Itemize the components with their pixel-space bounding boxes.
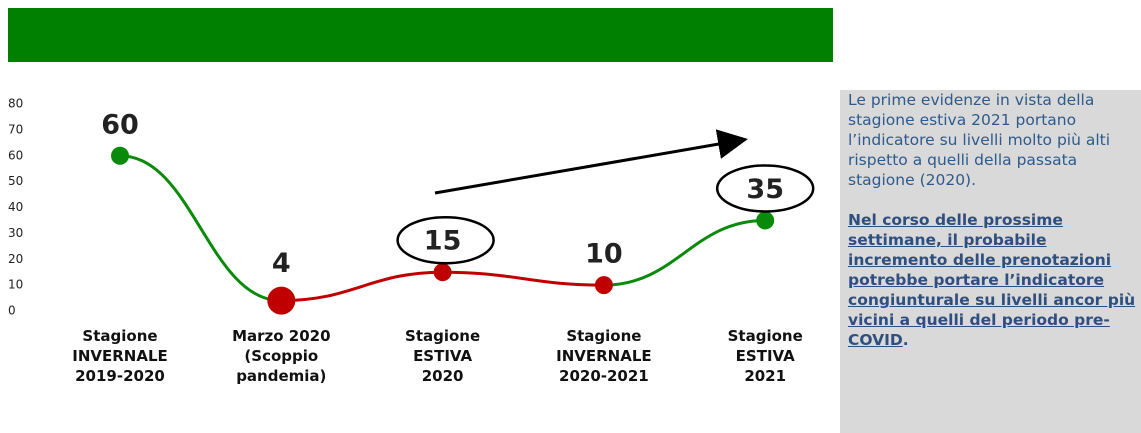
y-tick-label: 30: [8, 226, 23, 240]
x-tick-label: Marzo 2020 (Scoppio pandemia): [232, 327, 331, 385]
x-tick-label: Stagione ESTIVA 2021: [727, 327, 803, 385]
text-panel: Le prime evidenze in vista della stagion…: [840, 90, 1141, 433]
trend-arrow: [434, 129, 748, 195]
x-tick-label: Stagione ESTIVA 2020: [405, 327, 481, 385]
y-tick-label: 10: [8, 278, 23, 292]
line-segment: [442, 270, 604, 287]
data-label: 60: [101, 109, 139, 140]
data-label: 4: [272, 248, 291, 279]
data-point: [267, 286, 296, 315]
label-highlight: [715, 164, 815, 213]
y-tick-label: 70: [8, 122, 23, 136]
panel-highlight: Nel corso delle prossime settimane, il p…: [848, 210, 1137, 350]
data-point: [594, 276, 613, 295]
data-label: 15: [424, 226, 462, 257]
y-tick-label: 60: [8, 148, 23, 162]
data-point: [433, 263, 452, 282]
data-point: [111, 146, 129, 165]
line-segment: [281, 270, 443, 303]
banner: [8, 8, 833, 62]
y-tick-label: 20: [8, 252, 23, 266]
y-tick-label: 40: [8, 200, 23, 214]
data-label: 10: [585, 239, 623, 270]
y-tick-label: 0: [8, 304, 16, 318]
data-point: [756, 211, 775, 230]
y-tick-label: 50: [8, 174, 23, 188]
label-highlight: [396, 215, 495, 265]
panel-text: Le prime evidenze in vista della stagion…: [848, 91, 1111, 189]
panel-highlight-text: Nel corso delle prossime settimane, il p…: [848, 211, 1136, 349]
line-segment: [119, 154, 282, 303]
x-tick-label: Stagione INVERNALE 2020-2021: [556, 327, 652, 385]
x-tick-label: Stagione INVERNALE 2019-2020: [72, 327, 168, 385]
panel-suffix: .: [902, 331, 909, 349]
y-tick-label: 80: [8, 97, 23, 111]
data-label: 35: [746, 174, 784, 205]
line-segment: [603, 218, 766, 287]
